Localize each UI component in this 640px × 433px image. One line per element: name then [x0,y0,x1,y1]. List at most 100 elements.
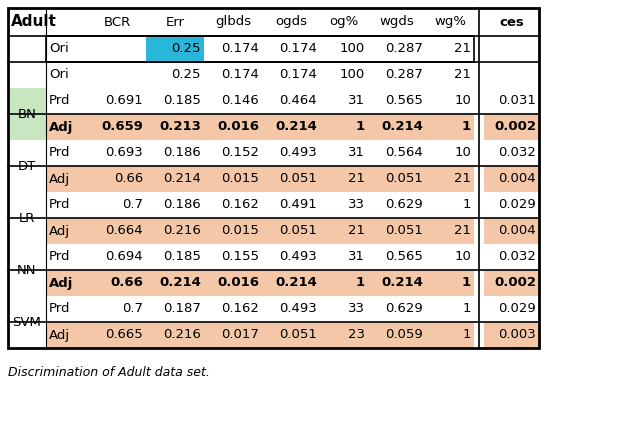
Text: 0.213: 0.213 [159,120,201,133]
Text: 0.162: 0.162 [221,198,259,211]
Text: 1: 1 [462,277,471,290]
Text: DT: DT [18,159,36,172]
Text: 0.162: 0.162 [221,303,259,316]
Text: 0.017: 0.017 [221,329,259,342]
Text: 0.029: 0.029 [499,303,536,316]
Text: 0.146: 0.146 [221,94,259,107]
Text: 0.016: 0.016 [217,120,259,133]
Text: SVM: SVM [13,316,42,329]
Text: 0.187: 0.187 [163,303,201,316]
Text: Adj: Adj [49,224,70,237]
Text: 0.186: 0.186 [163,146,201,159]
Text: ces: ces [499,16,524,29]
Text: 0.059: 0.059 [385,329,423,342]
Text: Ori: Ori [49,68,68,81]
Bar [484,296,539,322]
Bar [8,8,539,348]
Text: 0.629: 0.629 [385,198,423,211]
Bar [46,296,474,322]
Text: 100: 100 [340,42,365,55]
Bar [8,36,539,62]
Text: 0.25: 0.25 [172,42,201,55]
Text: 0.032: 0.032 [498,251,536,264]
Text: 0.629: 0.629 [385,303,423,316]
Text: 1: 1 [356,120,365,133]
Text: 0.152: 0.152 [221,146,259,159]
Text: 10: 10 [454,146,471,159]
Text: 0.032: 0.032 [498,146,536,159]
Text: 0.051: 0.051 [385,172,423,185]
Bar [8,8,539,36]
Text: 0.214: 0.214 [159,277,201,290]
Text: 1: 1 [463,198,471,211]
Text: 0.185: 0.185 [163,251,201,264]
Text: 23: 23 [348,329,365,342]
Bar [46,270,474,296]
Text: 0.66: 0.66 [114,172,143,185]
Text: 0.015: 0.015 [221,172,259,185]
Text: 0.003: 0.003 [499,329,536,342]
Text: wgds: wgds [380,16,414,29]
Text: NN: NN [17,264,36,277]
Text: 0.287: 0.287 [385,42,423,55]
Text: 33: 33 [348,303,365,316]
Text: 31: 31 [348,251,365,264]
Text: og%: og% [330,16,358,29]
Text: 0.25: 0.25 [172,68,201,81]
Text: 0.214: 0.214 [275,277,317,290]
Text: 33: 33 [348,198,365,211]
Text: Adj: Adj [49,120,74,133]
Bar [484,88,539,114]
Text: Prd: Prd [49,94,70,107]
Text: 1: 1 [356,277,365,290]
Bar [46,88,474,114]
Text: 0.015: 0.015 [221,224,259,237]
Text: BN: BN [17,107,36,120]
Text: 0.564: 0.564 [385,146,423,159]
Text: 0.051: 0.051 [385,224,423,237]
Bar [46,322,474,348]
Text: 10: 10 [454,251,471,264]
Bar [484,192,539,218]
Text: ogds: ogds [275,16,307,29]
Text: 0.287: 0.287 [385,68,423,81]
Text: 0.031: 0.031 [498,94,536,107]
Text: 0.491: 0.491 [279,198,317,211]
Text: Adult: Adult [11,14,57,29]
Text: 0.214: 0.214 [381,277,423,290]
Bar [46,192,474,218]
Text: 31: 31 [348,146,365,159]
Text: 10: 10 [454,94,471,107]
Text: 0.216: 0.216 [163,224,201,237]
Text: 0.565: 0.565 [385,94,423,107]
Bar [46,114,474,140]
Text: 0.016: 0.016 [217,277,259,290]
Text: 0.214: 0.214 [275,120,317,133]
Text: 31: 31 [348,94,365,107]
Text: Err: Err [166,16,184,29]
Text: LR: LR [19,211,35,224]
Bar [484,62,539,88]
Bar [146,36,204,62]
Bar [46,166,474,192]
Bar [484,140,539,166]
Text: 0.464: 0.464 [280,94,317,107]
Text: 0.493: 0.493 [279,146,317,159]
Text: 0.693: 0.693 [105,146,143,159]
Text: 0.174: 0.174 [279,68,317,81]
Bar [46,62,474,88]
Bar [484,218,539,244]
Text: Adj: Adj [49,329,70,342]
Text: 0.186: 0.186 [163,198,201,211]
Bar [8,244,46,296]
Text: Ori: Ori [49,42,68,55]
Text: 21: 21 [348,172,365,185]
Bar [46,36,474,62]
Text: wg%: wg% [434,16,466,29]
Text: Prd: Prd [49,251,70,264]
Text: 0.7: 0.7 [122,198,143,211]
Text: 0.493: 0.493 [279,251,317,264]
Text: 0.665: 0.665 [105,329,143,342]
Text: Adj: Adj [49,277,74,290]
Bar [46,244,474,270]
